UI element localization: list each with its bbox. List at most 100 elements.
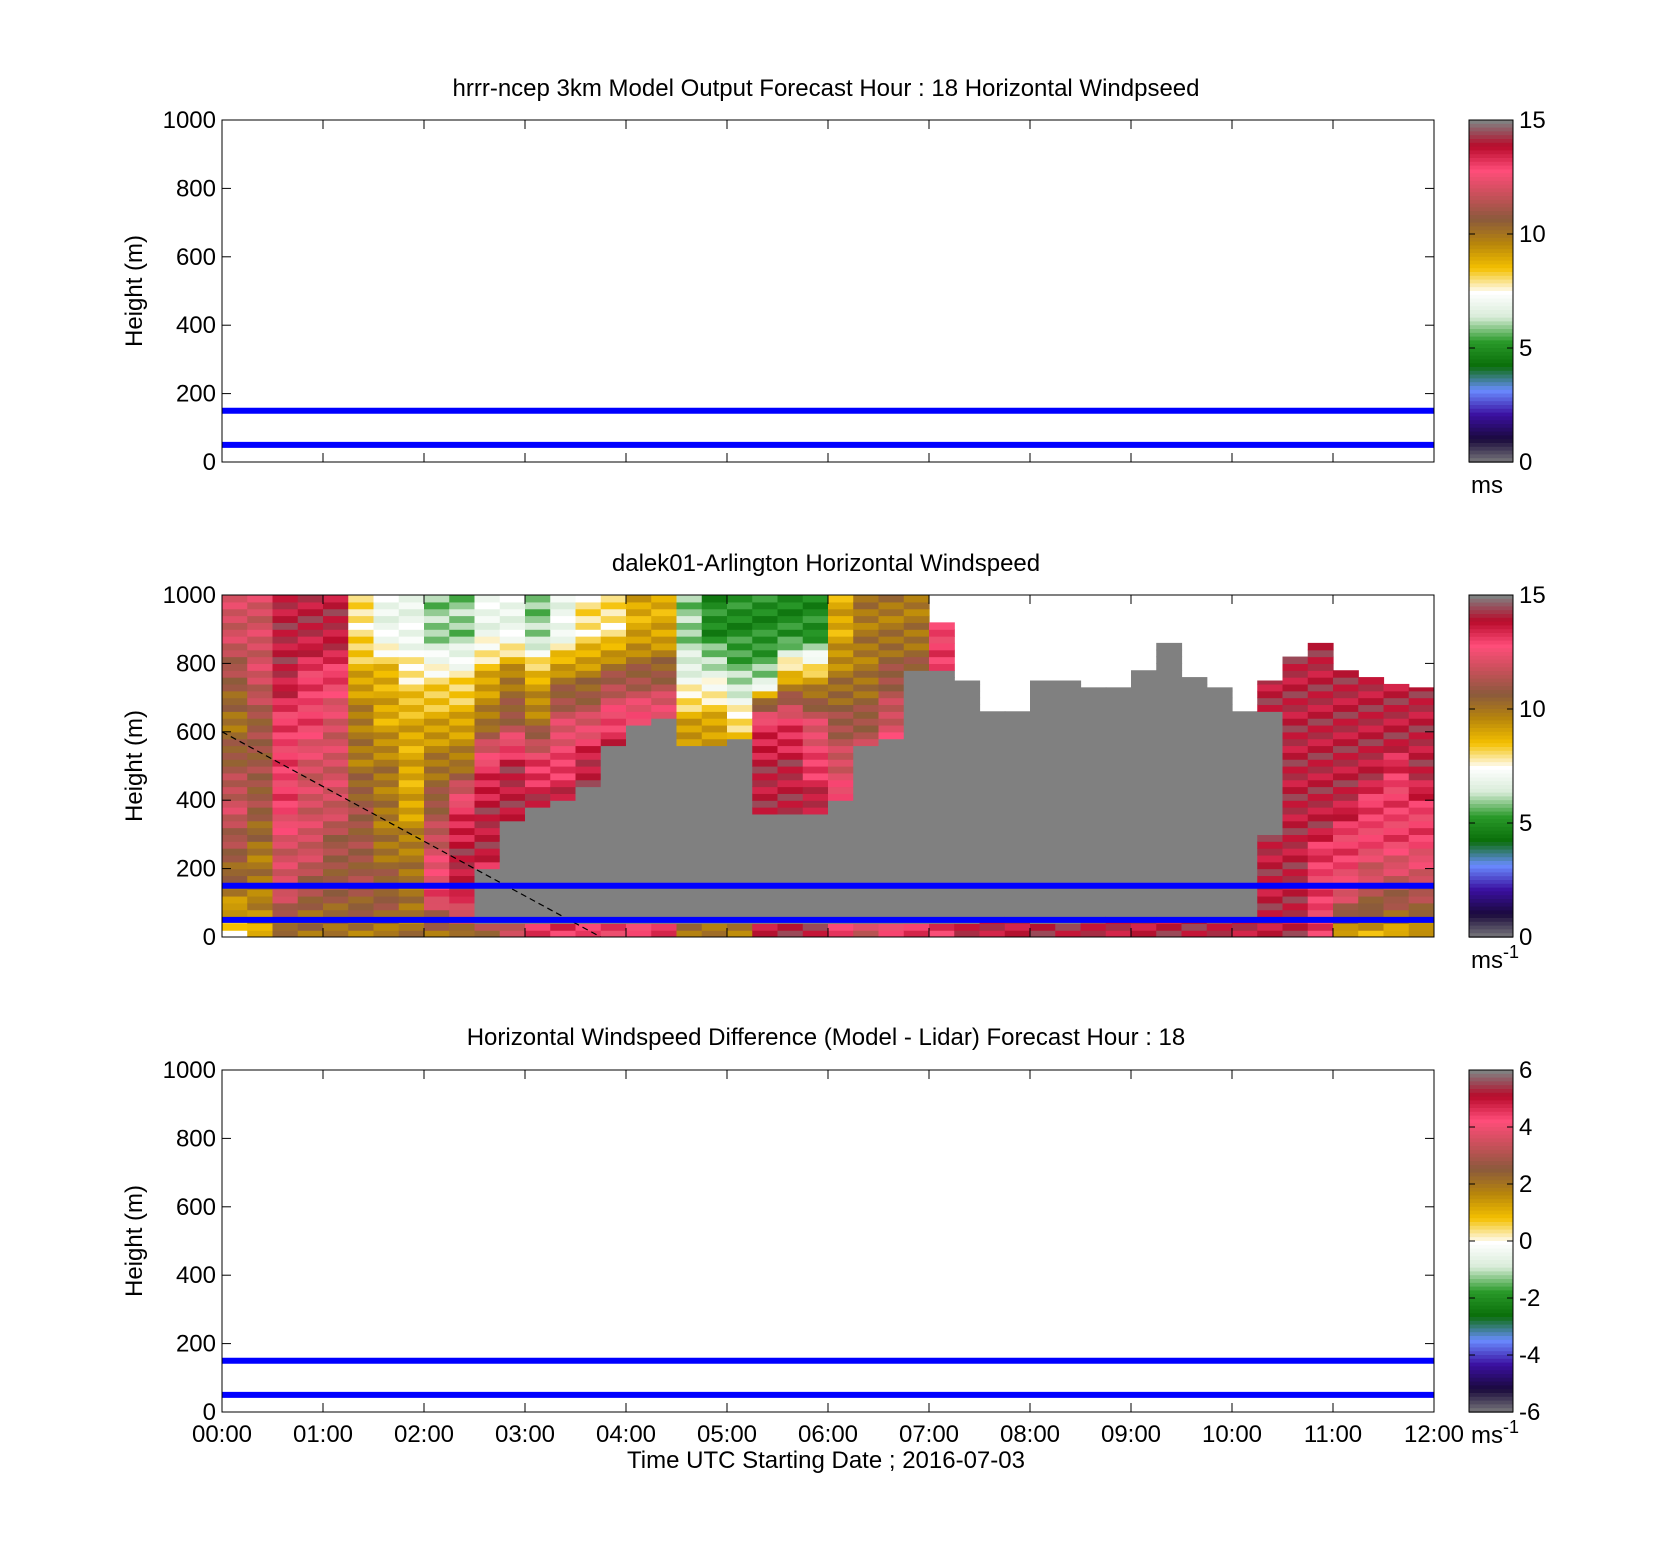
colorbar-segment [1469, 1339, 1513, 1345]
heatmap-cell [449, 889, 476, 897]
heatmap-cell [1383, 854, 1410, 863]
colorbar-tick-label: 0 [1519, 1228, 1532, 1255]
heatmap-cell [600, 793, 627, 801]
heatmap-cell [1181, 902, 1208, 911]
heatmap-cell [499, 738, 526, 747]
heatmap-cell [651, 889, 678, 897]
colorbar-segment [1469, 918, 1513, 923]
heatmap-cell [676, 663, 703, 671]
heatmap-cell [1004, 807, 1031, 815]
heatmap-cell [1080, 766, 1107, 774]
heatmap-cell [474, 601, 501, 610]
heatmap-cell [1181, 786, 1208, 794]
colorbar-segment [1469, 1157, 1513, 1162]
heatmap-cell [499, 813, 526, 822]
heatmap-cell [777, 786, 804, 794]
heatmap-cell [1181, 793, 1208, 801]
heatmap-cell [1333, 786, 1359, 794]
heatmap-cell [1307, 779, 1334, 788]
heatmap-cell [297, 595, 324, 603]
heatmap-cell [1156, 800, 1183, 808]
heatmap-cell [1206, 807, 1233, 815]
colorbar-segment [1469, 154, 1513, 159]
heatmap-cell [1333, 848, 1359, 856]
heatmap-cell [1156, 711, 1183, 719]
colorbar-segment [1469, 1362, 1513, 1368]
heatmap-cell [929, 677, 955, 685]
heatmap-cell [651, 731, 678, 740]
heatmap-cell [424, 636, 450, 644]
heatmap-cell [701, 766, 728, 774]
heatmap-cell [1383, 772, 1410, 781]
heatmap-cell [802, 677, 829, 685]
heatmap-cell [1232, 875, 1258, 883]
heatmap-cell [929, 738, 955, 747]
heatmap-cell [222, 827, 248, 835]
heatmap-cell [1333, 868, 1359, 877]
heatmap-cell [1383, 766, 1410, 774]
heatmap-cell [1206, 875, 1233, 883]
heatmap-cell [474, 923, 501, 931]
colorbar-segment [1469, 355, 1513, 361]
heatmap-cell [1408, 800, 1434, 808]
heatmap-cell [323, 745, 349, 753]
heatmap-cell [1333, 834, 1359, 842]
heatmap-cell [525, 772, 551, 781]
heatmap-cell [1408, 889, 1434, 897]
heatmap-cell [1232, 889, 1258, 897]
heatmap-cell [449, 800, 476, 808]
heatmap-cell [1333, 711, 1359, 719]
heatmap-cell [802, 670, 829, 678]
heatmap-cell [499, 759, 526, 767]
heatmap-cell [878, 738, 905, 747]
heatmap-cell [525, 731, 551, 740]
colorbar-segment [1469, 1370, 1513, 1375]
heatmap-cell [954, 731, 981, 740]
heatmap-cell [575, 930, 602, 937]
heatmap-cell [853, 718, 880, 726]
colorbar-segment [1469, 1305, 1513, 1311]
heatmap-cell [1055, 813, 1082, 822]
heatmap-cell [1055, 718, 1082, 726]
heatmap-cell [1232, 813, 1258, 822]
heatmap-cell [424, 807, 450, 815]
heatmap-cell [348, 807, 375, 815]
heatmap-cell [373, 800, 400, 808]
heatmap-cell [575, 629, 602, 637]
y-tick-label: 400 [176, 1262, 216, 1289]
heatmap-cell [398, 779, 425, 788]
heatmap-cell [575, 704, 602, 712]
heatmap-cell [1282, 772, 1309, 781]
heatmap-cell [676, 636, 703, 644]
heatmap-cell [1408, 909, 1434, 918]
heatmap-cell [424, 677, 450, 685]
heatmap-cell [499, 766, 526, 774]
heatmap-cell [1131, 930, 1157, 937]
heatmap-cell [954, 889, 981, 897]
heatmap-cell [348, 841, 375, 849]
heatmap-cell [1408, 827, 1434, 835]
colorbar-segment [1469, 1195, 1513, 1200]
heatmap-cell [752, 704, 779, 712]
colorbar-segment [1469, 1366, 1513, 1371]
heatmap-cell [853, 909, 880, 918]
colorbar-segment [1469, 287, 1513, 292]
heatmap-cell [853, 615, 880, 623]
colorbar-segment [1469, 1252, 1513, 1257]
heatmap-cell [525, 677, 551, 685]
heatmap-cell [474, 615, 501, 623]
heatmap-cell [323, 738, 349, 747]
heatmap-cell [1358, 752, 1385, 760]
heatmap-cell [954, 813, 981, 822]
heatmap-cell [903, 711, 930, 719]
heatmap-cell [247, 930, 274, 937]
colorbar-segment [1469, 659, 1513, 665]
heatmap-cell [1030, 759, 1056, 767]
heatmap-cell [247, 711, 274, 719]
heatmap-cell [297, 608, 324, 617]
heatmap-cell [1232, 724, 1258, 733]
colorbar-segment [1469, 914, 1513, 919]
heatmap-cell [676, 889, 703, 897]
heatmap-cell [1004, 786, 1031, 794]
